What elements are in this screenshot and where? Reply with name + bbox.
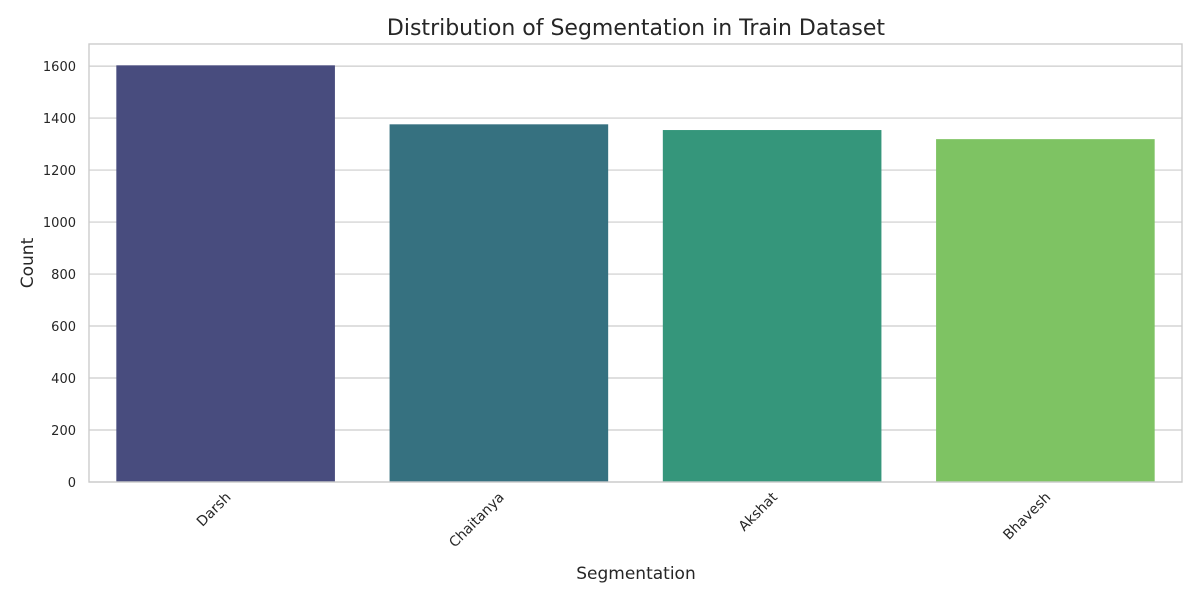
y-tick-label: 800 [51, 268, 76, 283]
y-tick-label: 0 [68, 476, 76, 491]
y-tick-label: 400 [51, 372, 76, 387]
chart-title: Distribution of Segmentation in Train Da… [387, 16, 886, 41]
y-tick-label: 1400 [43, 112, 76, 127]
x-tick-label: Akshat [736, 489, 782, 535]
x-tick-labels: Darsh Chaitanya Akshat Bhavesh [194, 489, 1054, 551]
x-tick-label: Chaitanya [446, 490, 507, 551]
y-axis-label: Count [18, 237, 38, 288]
y-tick-label: 1200 [43, 164, 76, 179]
x-tick-label: Darsh [194, 490, 235, 531]
bar-akshat [662, 130, 882, 483]
bar-bhavesh [936, 139, 1155, 482]
bar-chaitanya [389, 124, 609, 483]
y-tick-label: 1000 [43, 216, 76, 231]
y-tick-label: 1600 [43, 60, 76, 75]
plot-frame [88, 43, 1183, 483]
bars [116, 65, 1155, 483]
x-axis-label: Segmentation [576, 564, 695, 584]
y-tick-label: 600 [51, 320, 76, 335]
x-tick-label: Bhavesh [1000, 490, 1054, 544]
y-tick-labels: 0 200 400 600 800 1000 1200 1400 1600 [43, 60, 76, 491]
bar-darsh [116, 65, 335, 483]
y-tick-label: 200 [51, 424, 76, 439]
